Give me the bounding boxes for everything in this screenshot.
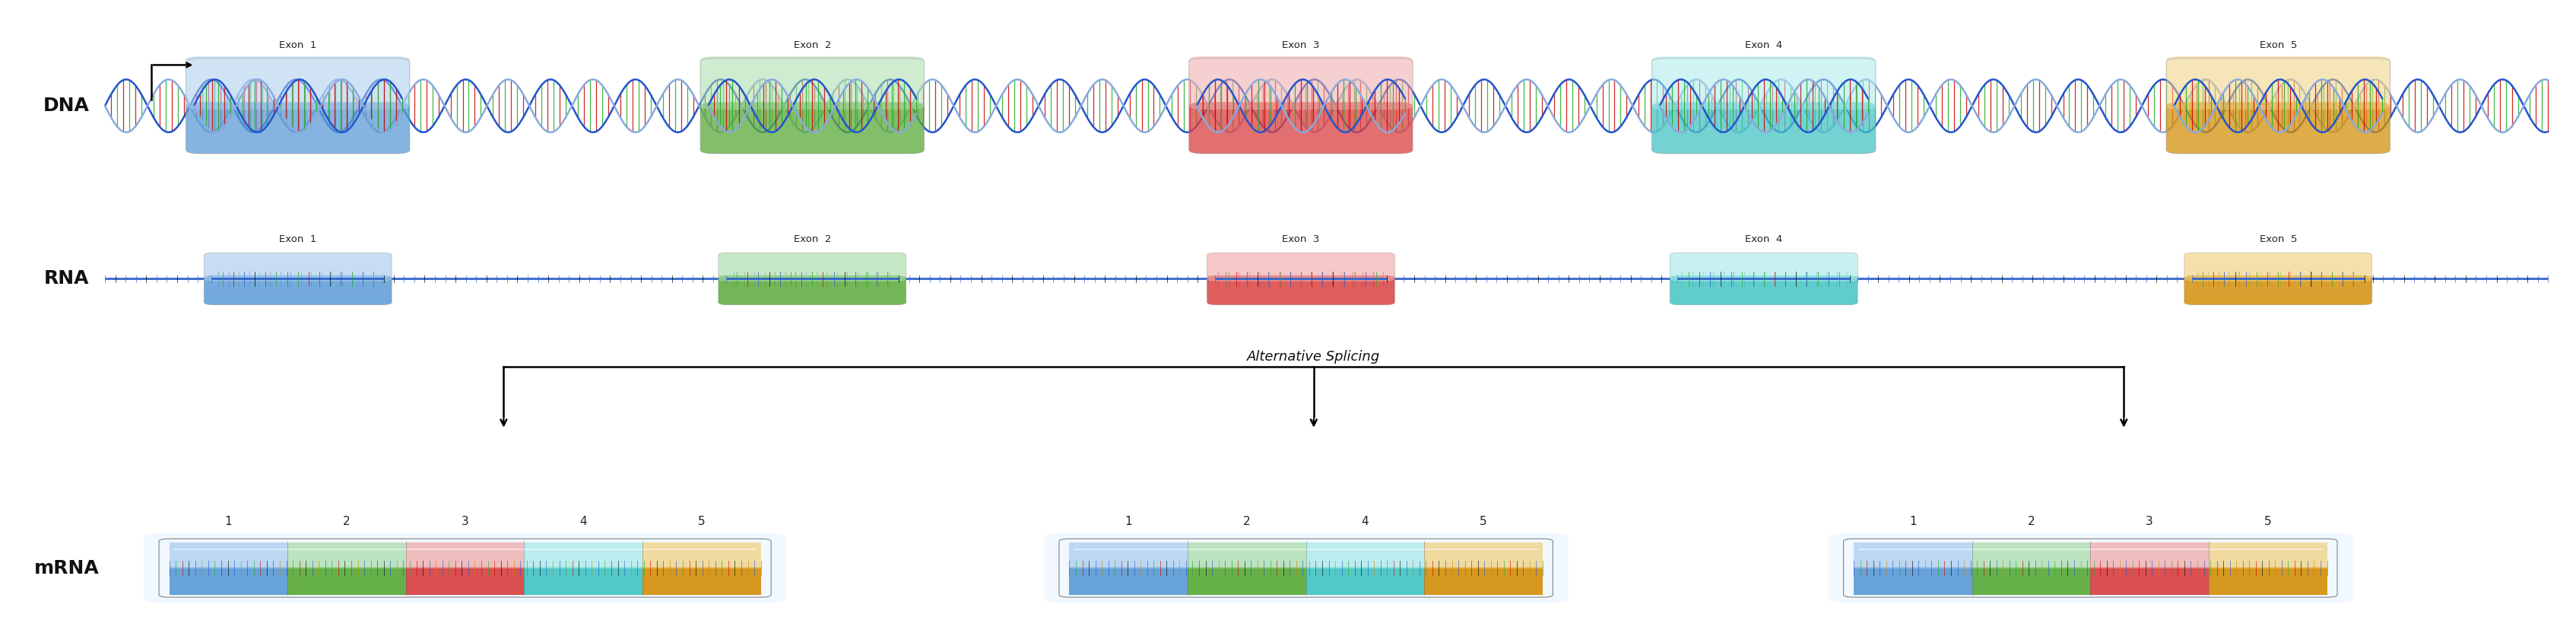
Bar bbox=[1855, 542, 1973, 568]
FancyBboxPatch shape bbox=[1208, 275, 1394, 305]
FancyBboxPatch shape bbox=[1651, 102, 1875, 154]
FancyBboxPatch shape bbox=[185, 102, 410, 154]
FancyBboxPatch shape bbox=[1208, 253, 1394, 281]
Text: 2: 2 bbox=[2027, 516, 2035, 527]
Bar bbox=[641, 542, 760, 568]
FancyBboxPatch shape bbox=[2166, 102, 2391, 154]
FancyBboxPatch shape bbox=[701, 102, 925, 154]
Bar bbox=[170, 567, 289, 595]
FancyBboxPatch shape bbox=[1190, 102, 1412, 154]
Bar bbox=[407, 567, 523, 595]
Text: 3: 3 bbox=[2146, 516, 2154, 527]
Bar bbox=[1306, 567, 1425, 595]
FancyBboxPatch shape bbox=[2184, 253, 2372, 281]
Text: Exon  3: Exon 3 bbox=[1283, 234, 1319, 244]
Bar bbox=[1855, 567, 1973, 595]
Bar bbox=[1973, 542, 2089, 568]
FancyBboxPatch shape bbox=[185, 56, 410, 110]
FancyBboxPatch shape bbox=[144, 533, 786, 603]
Text: Exon  5: Exon 5 bbox=[2259, 234, 2298, 244]
Bar bbox=[523, 567, 641, 595]
Text: DNA: DNA bbox=[44, 97, 90, 115]
Text: Alternative Splicing: Alternative Splicing bbox=[1247, 350, 1381, 363]
Bar bbox=[523, 542, 641, 568]
Bar bbox=[170, 542, 289, 568]
Text: 5: 5 bbox=[698, 516, 706, 527]
Text: Exon  2: Exon 2 bbox=[793, 41, 832, 51]
FancyBboxPatch shape bbox=[701, 56, 925, 110]
Bar bbox=[2089, 567, 2208, 595]
Bar bbox=[1425, 542, 1543, 568]
Text: 3: 3 bbox=[461, 516, 469, 527]
Text: 5: 5 bbox=[1479, 516, 1486, 527]
Bar bbox=[641, 567, 760, 595]
Text: 2: 2 bbox=[1244, 516, 1249, 527]
Text: Exon  4: Exon 4 bbox=[1744, 41, 1783, 51]
Text: Exon  1: Exon 1 bbox=[278, 234, 317, 244]
Bar bbox=[289, 542, 407, 568]
FancyBboxPatch shape bbox=[204, 253, 392, 281]
Bar bbox=[2089, 542, 2208, 568]
Text: Exon  4: Exon 4 bbox=[1744, 234, 1783, 244]
Text: Exon  2: Exon 2 bbox=[793, 234, 832, 244]
FancyBboxPatch shape bbox=[719, 275, 907, 305]
FancyBboxPatch shape bbox=[719, 253, 907, 281]
FancyBboxPatch shape bbox=[2184, 275, 2372, 305]
Bar bbox=[407, 542, 523, 568]
Bar bbox=[1425, 567, 1543, 595]
FancyBboxPatch shape bbox=[1669, 275, 1857, 305]
Text: 1: 1 bbox=[1126, 516, 1133, 527]
FancyBboxPatch shape bbox=[1669, 253, 1857, 281]
Text: Exon  1: Exon 1 bbox=[278, 41, 317, 51]
Bar bbox=[1188, 542, 1306, 568]
Bar bbox=[1069, 567, 1188, 595]
Bar bbox=[1306, 542, 1425, 568]
Bar bbox=[1973, 567, 2089, 595]
FancyBboxPatch shape bbox=[1829, 533, 2352, 603]
Text: mRNA: mRNA bbox=[33, 559, 98, 577]
Text: 1: 1 bbox=[224, 516, 232, 527]
FancyBboxPatch shape bbox=[1190, 56, 1412, 110]
Text: 4: 4 bbox=[1363, 516, 1368, 527]
FancyBboxPatch shape bbox=[204, 275, 392, 305]
Text: Exon  3: Exon 3 bbox=[1283, 41, 1319, 51]
FancyBboxPatch shape bbox=[1651, 56, 1875, 110]
Text: RNA: RNA bbox=[44, 270, 90, 288]
Bar bbox=[1188, 567, 1306, 595]
Text: 2: 2 bbox=[343, 516, 350, 527]
FancyBboxPatch shape bbox=[1043, 533, 1569, 603]
Text: 4: 4 bbox=[580, 516, 587, 527]
Text: Exon  5: Exon 5 bbox=[2259, 41, 2298, 51]
Bar bbox=[2208, 542, 2326, 568]
Bar bbox=[2208, 567, 2326, 595]
FancyBboxPatch shape bbox=[2166, 56, 2391, 110]
Bar bbox=[1069, 542, 1188, 568]
Bar bbox=[289, 567, 407, 595]
Text: 5: 5 bbox=[2264, 516, 2272, 527]
Text: 1: 1 bbox=[1909, 516, 1917, 527]
